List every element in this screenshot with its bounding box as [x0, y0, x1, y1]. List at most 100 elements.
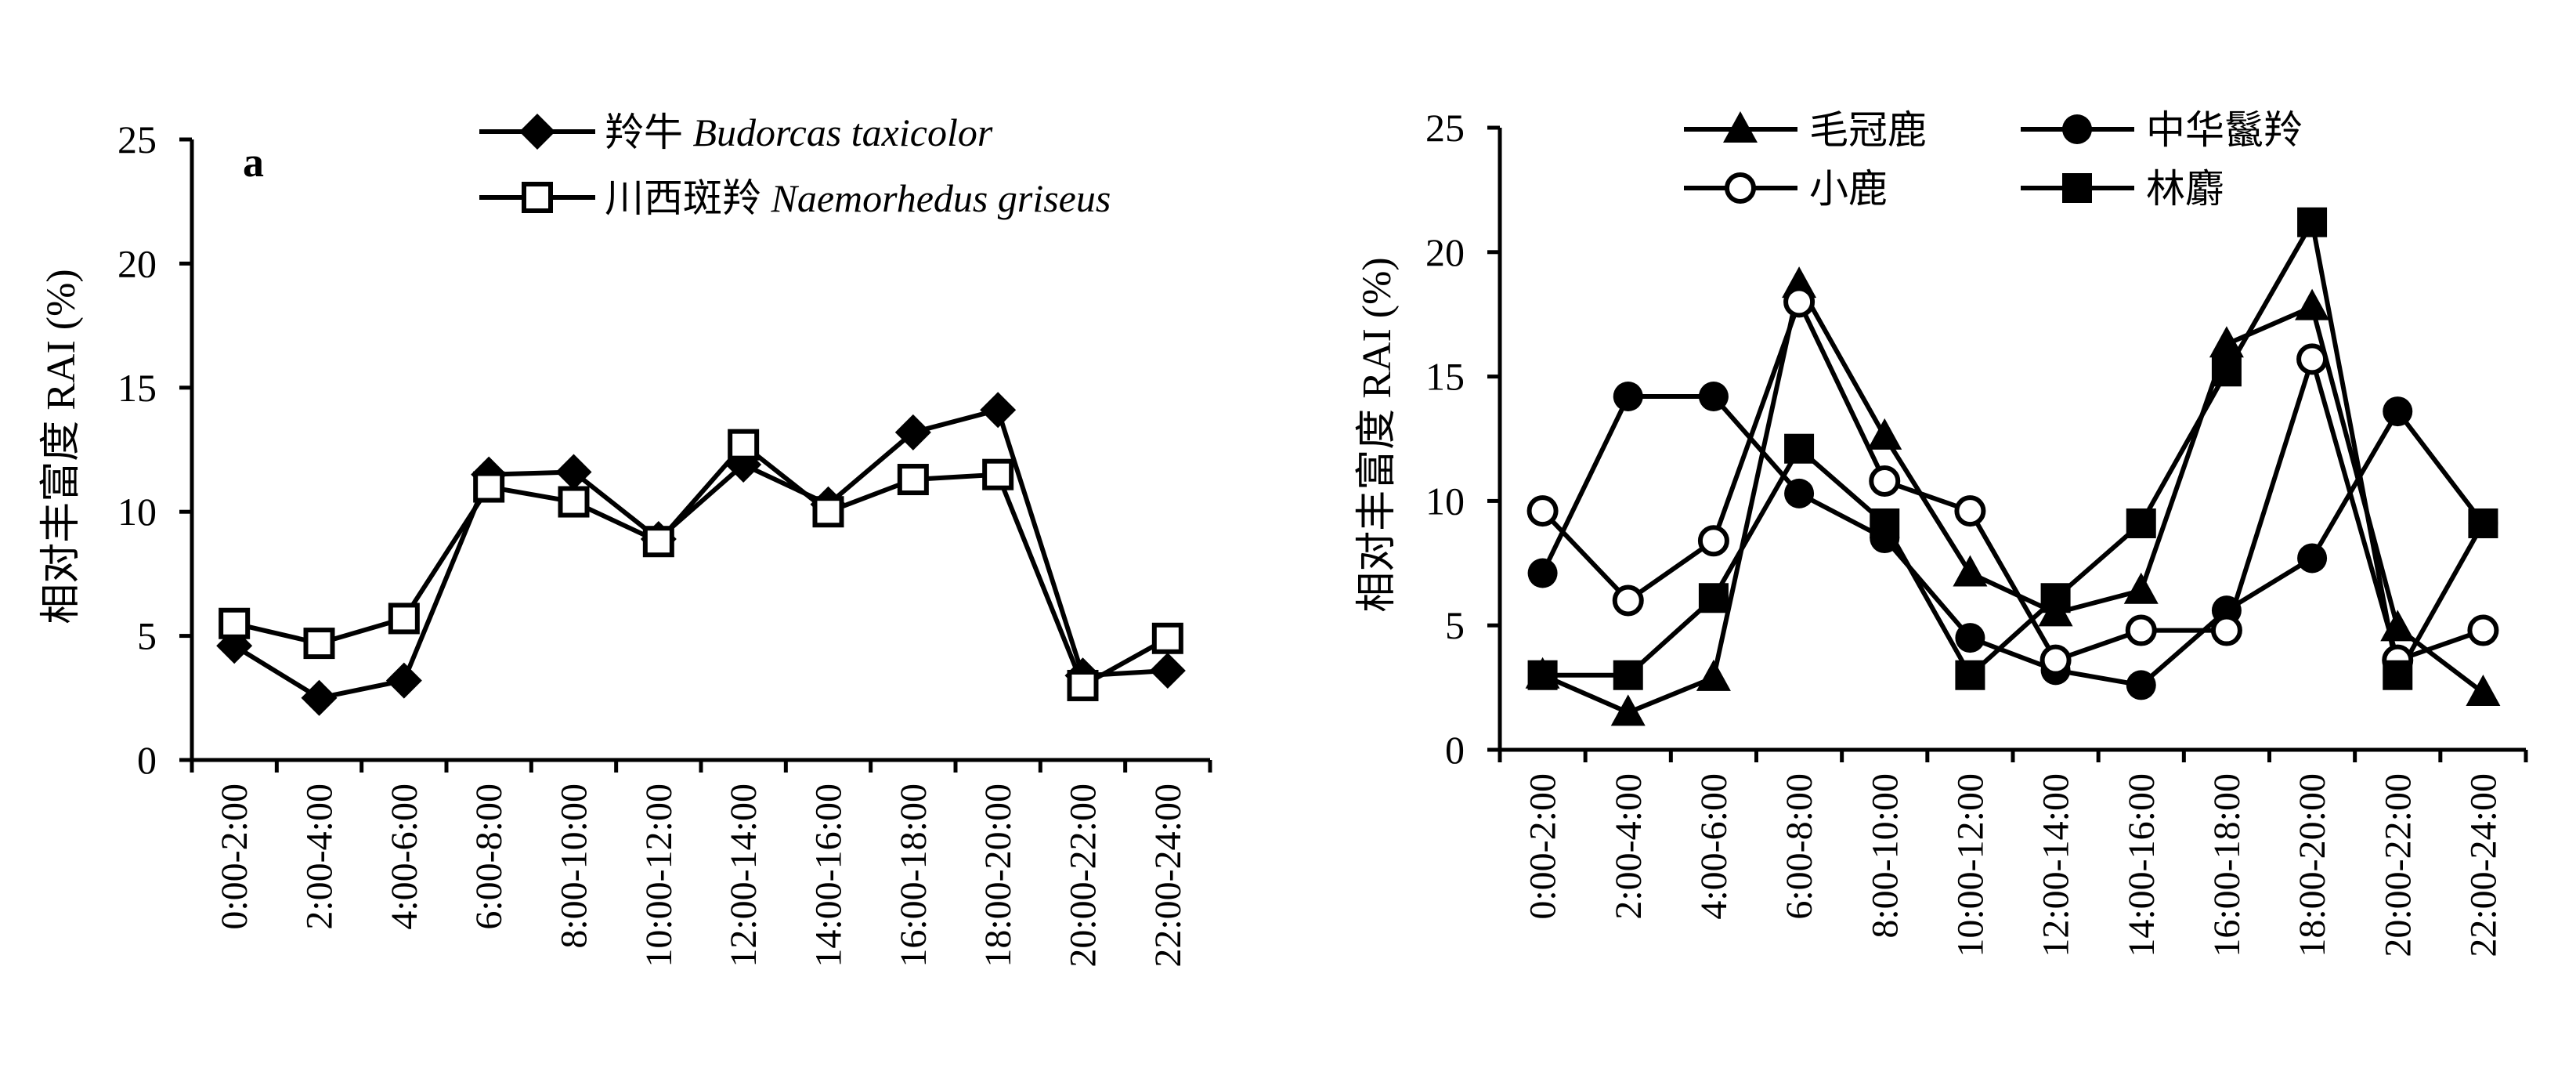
data-point-series-1	[1067, 669, 1099, 701]
data-point-series-2	[1697, 525, 1729, 557]
legend-marker-shape	[1723, 111, 1758, 143]
series-line-0	[1541, 282, 2485, 715]
series-markers	[1525, 207, 2501, 726]
data-point-series-3	[1613, 660, 1643, 690]
y-tick-label: 15	[117, 366, 157, 410]
data-point-series-2	[1954, 495, 1986, 527]
data-point-series-1	[1151, 622, 1183, 654]
data-point-series-1	[812, 496, 844, 528]
data-point-series-0	[2295, 288, 2330, 320]
legend-marker-budorcas	[519, 114, 555, 150]
data-point-series-2	[2125, 614, 2157, 646]
data-point-series-3	[1698, 583, 1729, 613]
data-point-series-0	[2380, 610, 2415, 642]
x-tick-label: 8:00-10:00	[554, 783, 595, 949]
legend-marker-shape	[1725, 172, 1756, 204]
x-tick-label: 4:00-6:00	[1693, 773, 1735, 920]
y-tick-label: 20	[1425, 230, 1465, 274]
legend-label-zhonghualieling: 中华鬣羚	[2146, 108, 2303, 152]
x-tick-label: 6:00-8:00	[1779, 773, 1820, 920]
data-point-series-2	[1869, 465, 1901, 497]
data-point-series-1	[558, 486, 590, 518]
x-tick-label: 2:00-4:00	[1608, 773, 1649, 920]
y-tick-label: 0	[1445, 728, 1465, 772]
data-point-series-1	[219, 607, 251, 639]
series-line-1	[1540, 394, 2485, 688]
data-point-series-1	[303, 628, 335, 660]
legend-marker-maoguanlu	[1723, 111, 1758, 143]
legend-marker-naemorhedus	[522, 182, 553, 213]
data-point-series-1	[1698, 382, 1729, 412]
data-point-series-2	[2467, 614, 2499, 646]
legend-marker-linshe	[2062, 173, 2092, 203]
data-point-series-2	[1783, 286, 1815, 318]
data-point-series-1	[388, 603, 420, 635]
data-point-series-2	[2296, 343, 2329, 375]
y-tick-label: 20	[117, 241, 157, 285]
legend: 羚牛 Budorcas taxicolor 川西斑羚 Naemorhedus g…	[479, 110, 1111, 220]
data-point-series-0	[301, 679, 338, 716]
data-point-series-0	[980, 392, 1017, 429]
x-tick-label: 8:00-10:00	[1864, 773, 1906, 939]
data-point-series-1	[728, 429, 760, 461]
y-tick-label: 5	[1445, 603, 1465, 647]
x-tick-label: 20:00-22:00	[1063, 783, 1104, 968]
x-tick-label: 4:00-6:00	[384, 783, 425, 930]
y-tick-label: 5	[137, 614, 157, 658]
data-point-series-0	[1953, 555, 1988, 587]
data-point-series-2	[1526, 495, 1559, 527]
x-tick-label: 0:00-2:00	[214, 783, 255, 930]
x-tick-label: 12:00-14:00	[2036, 773, 2077, 957]
data-point-series-1	[1527, 558, 1558, 588]
data-point-series-1	[2297, 543, 2328, 574]
data-point-series-0	[2209, 326, 2244, 358]
legend-label-maoguanlu: 毛冠鹿	[1809, 108, 1927, 152]
axes: 0 5 10 15 20 25 0:00-2:00 2:00-4:00 4:00-6:00 6:0…	[117, 118, 1212, 968]
series-line-2	[1541, 299, 2484, 663]
data-point-series-1	[897, 464, 929, 496]
series-lines	[1540, 219, 2486, 715]
series-lines	[233, 407, 1169, 700]
y-tick-label: 25	[117, 118, 157, 161]
y-tick-label: 15	[1425, 355, 1465, 399]
data-point-series-1	[2383, 396, 2413, 427]
data-point-series-1	[982, 458, 1014, 490]
y-tick-label: 10	[1425, 479, 1465, 523]
data-point-series-3	[1955, 660, 1985, 690]
y-axis-label: 相对丰富度 RAI (%)	[39, 269, 84, 624]
data-point-series-2	[2039, 644, 2072, 676]
legend-label-linshe: 林麝	[2146, 167, 2224, 211]
data-point-series-0	[1610, 694, 1646, 726]
data-point-series-1	[473, 471, 505, 503]
legend-marker-shape	[522, 182, 553, 213]
data-point-series-0	[1149, 652, 1186, 689]
legend-marker-shape	[519, 114, 555, 150]
x-tick-label: 22:00-24:00	[1147, 783, 1189, 968]
panel-label: a	[243, 139, 264, 186]
data-point-series-3	[2297, 207, 2328, 237]
data-point-series-0	[1867, 418, 1902, 450]
y-axis-label: 相对丰富度 RAI (%)	[1355, 257, 1400, 613]
data-point-series-2	[1612, 584, 1644, 617]
data-point-series-0	[385, 662, 422, 699]
y-tick-label: 0	[137, 738, 157, 782]
x-tick-label: 0:00-2:00	[1523, 773, 1564, 920]
y-tick-label: 10	[117, 490, 157, 534]
data-point-series-0	[2123, 572, 2159, 604]
data-point-series-3	[2468, 508, 2498, 538]
y-tick-label: 25	[1425, 106, 1465, 150]
legend-label-xiaolu: 小鹿	[1809, 167, 1888, 211]
x-tick-label: 16:00-18:00	[2206, 773, 2248, 957]
legend-label-budorcas: 羚牛 Budorcas taxicolor	[605, 110, 993, 154]
data-point-series-3	[2126, 508, 2156, 538]
legend-marker-xiaolu	[1725, 172, 1756, 204]
data-point-series-3	[2211, 356, 2242, 387]
series-line-3	[1542, 219, 2486, 678]
data-point-series-0	[2466, 674, 2501, 706]
data-point-series-1	[1784, 478, 1815, 508]
x-tick-label: 18:00-20:00	[2292, 773, 2333, 957]
x-tick-label: 14:00-16:00	[2121, 773, 2162, 957]
x-tick-label: 20:00-22:00	[2377, 773, 2419, 957]
data-point-series-0	[555, 454, 592, 490]
